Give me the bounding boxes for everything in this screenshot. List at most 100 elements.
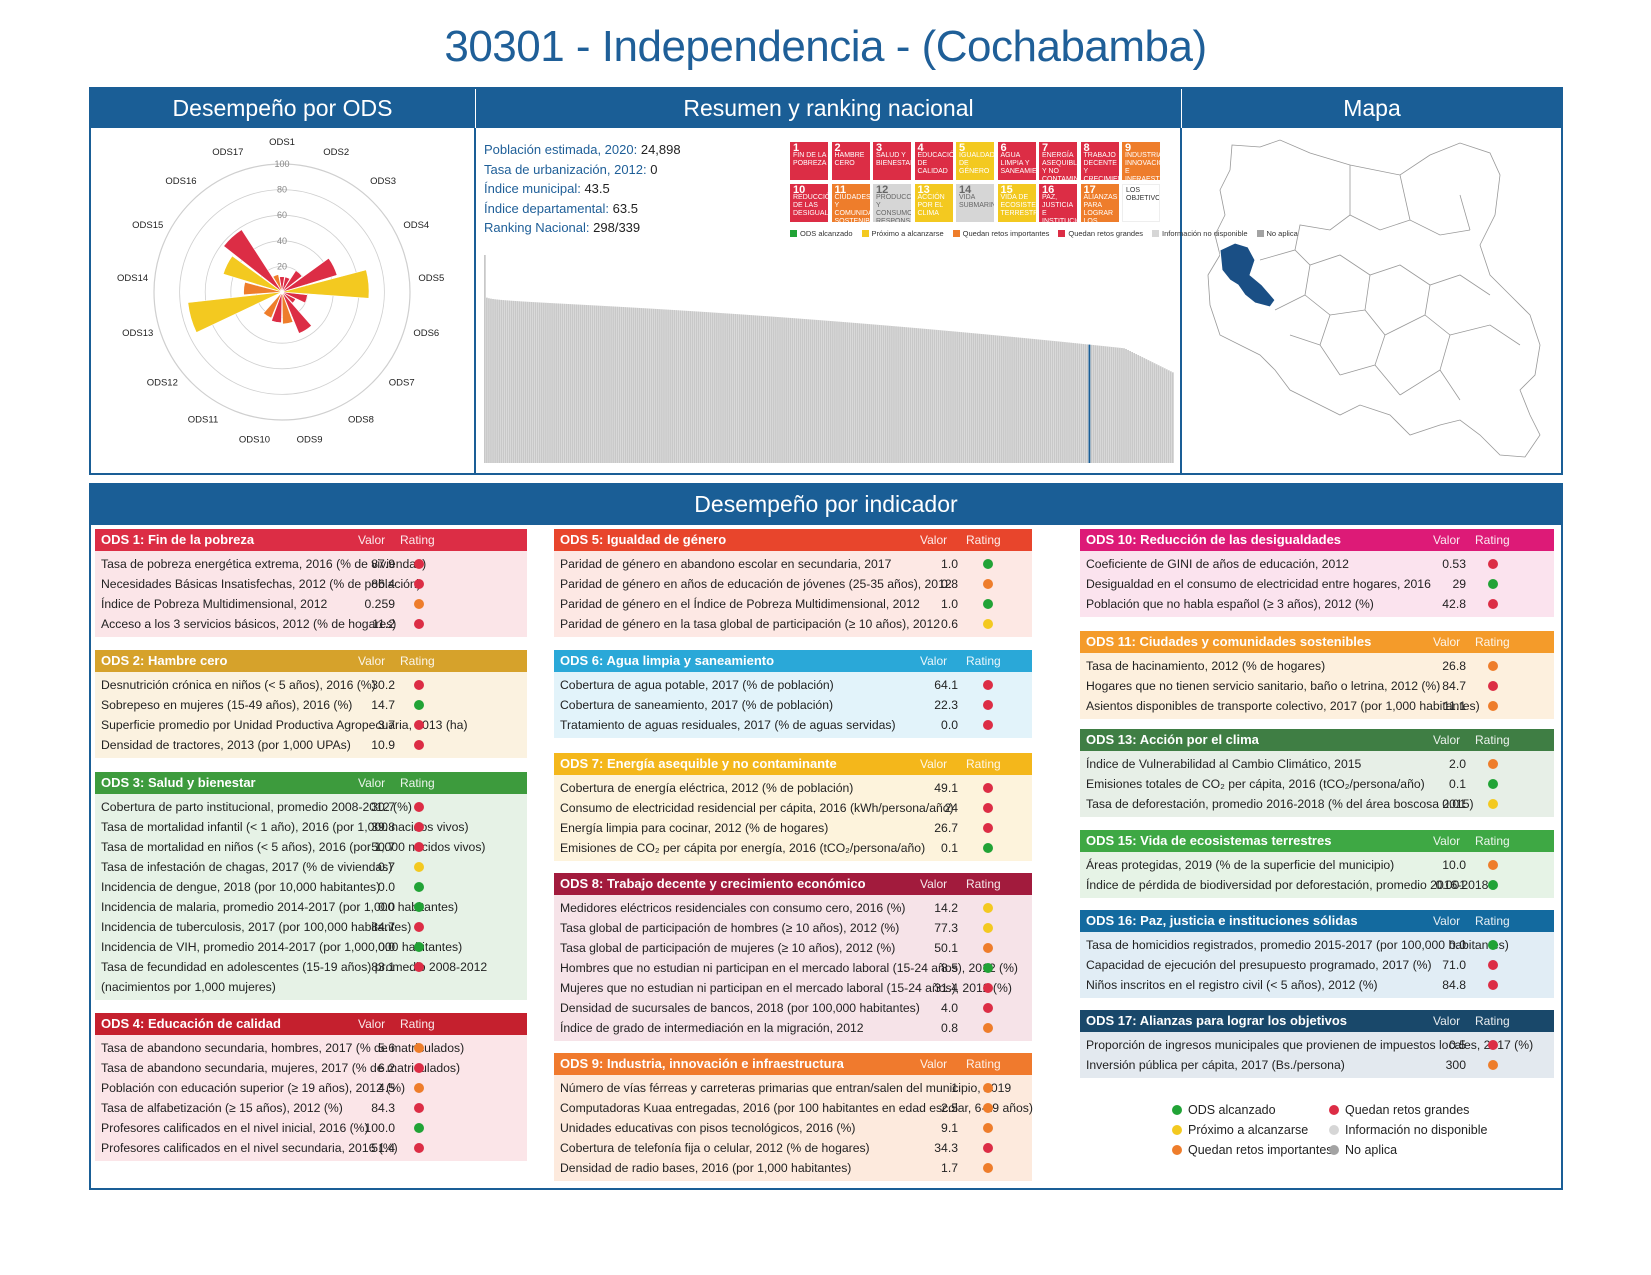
- polar-category-label: ODS4: [403, 220, 429, 231]
- ranking-bar: [779, 317, 781, 463]
- ranking-bar: [964, 332, 967, 463]
- col-header-rating: Rating: [1475, 533, 1510, 547]
- rating-dot-icon: [983, 943, 993, 953]
- ranking-bar: [508, 300, 511, 463]
- indicator-name: Cobertura de parto institucional, promed…: [101, 800, 412, 814]
- polar-ring: [179, 189, 385, 395]
- indicator-name: Índice de Pobreza Multidimensional, 2012: [101, 597, 328, 611]
- ranking-bar: [777, 317, 779, 463]
- indicator-block: ODS 11: Ciudades y comunidades sostenibl…: [1080, 631, 1554, 719]
- ranking-bar: [665, 309, 667, 463]
- ranking-bar: [1013, 337, 1015, 463]
- indicator-value: 86.4: [371, 577, 395, 591]
- ranking-bar: [970, 333, 973, 463]
- ranking-bar: [691, 311, 694, 463]
- sdg-tile-10: 10REDUCCIÓN DE LAS DESIGUALDADES: [790, 184, 828, 222]
- rating-dot-icon: [414, 599, 424, 609]
- polar-category-label: ODS15: [132, 220, 163, 231]
- ranking-bar: [1159, 366, 1162, 463]
- rating-dot-icon: [414, 1083, 424, 1093]
- rating-dot-icon: [983, 923, 993, 933]
- ranking-bar: [616, 306, 619, 463]
- indicator-row: Densidad de sucursales de bancos, 2018 (…: [554, 998, 1032, 1018]
- ranking-bar: [679, 310, 682, 463]
- indicator-row: Sobrepeso en mujeres (15-49 años), 2016 …: [95, 695, 527, 715]
- ranking-bar: [884, 325, 887, 463]
- ranking-bar: [821, 320, 824, 463]
- legend-swatch-icon: [952, 230, 960, 237]
- rating-dot-icon: [414, 579, 424, 589]
- ranking-bar: [1068, 342, 1070, 463]
- ranking-bar: [1167, 370, 1170, 463]
- indicator-block: ODS 4: Educación de calidad Valor Rating Ta…: [95, 1013, 527, 1161]
- indicator-name: Áreas protegidas, 2019 (% de la superfic…: [1086, 858, 1395, 872]
- ranking-bar: [734, 313, 737, 463]
- polar-category-label: ODS2: [323, 147, 349, 158]
- ranking-bar: [1121, 348, 1123, 463]
- ranking-bar: [887, 325, 889, 463]
- ranking-bar: [1108, 346, 1111, 463]
- indicator-block-title: ODS 11: Ciudades y comunidades sostenibl…: [1086, 634, 1372, 649]
- ranking-bar: [695, 311, 698, 463]
- indicator-block-header: ODS 6: Agua limpia y saneamiento Valor Rat…: [554, 650, 1032, 672]
- ranking-bar: [878, 324, 881, 463]
- polar-category-label: ODS7: [389, 377, 415, 388]
- polar-category-label: ODS17: [212, 147, 243, 158]
- ranking-bar: [773, 316, 775, 463]
- indicator-name: Paridad de género en la tasa global de p…: [560, 617, 941, 631]
- ranking-bar: [1066, 342, 1068, 463]
- ranking-bar: [602, 305, 604, 463]
- indicator-block: ODS 9: Industria, innovación e infraestr…: [554, 1053, 1033, 1181]
- indicator-name: Incidencia de dengue, 2018 (por 10,000 h…: [101, 880, 381, 894]
- ranking-bar: [610, 306, 612, 463]
- indicator-block-header: ODS 1: Fin de la pobreza Valor Rating: [95, 529, 527, 551]
- polar-category-label: ODS9: [297, 434, 323, 445]
- ranking-bar: [813, 319, 816, 463]
- indicator-name: Tasa de pobreza energética extrema, 2016…: [101, 557, 427, 571]
- indicator-name: Tasa de homicidios registrados, promedio…: [1086, 938, 1509, 952]
- rating-dot-icon: [414, 740, 424, 750]
- rating-dot-icon: [1488, 940, 1498, 950]
- polar-bar-ods2: [281, 276, 291, 293]
- rating-dot-icon: [414, 802, 424, 812]
- indicator-block-title: ODS 6: Agua limpia y saneamiento: [560, 653, 775, 668]
- ranking-bar: [907, 327, 910, 463]
- ranking-bar: [793, 318, 796, 463]
- indicator-value: 10.0: [1442, 858, 1466, 872]
- summary-stats: Población estimada, 2020: 24,898 Tasa de…: [484, 140, 681, 238]
- ranking-bar: [1080, 343, 1083, 463]
- ranking-bar: [589, 305, 592, 463]
- sdg-tile-2: 2 HAMBRE CERO: [831, 142, 870, 180]
- col-header-valor: Valor: [1433, 1014, 1461, 1028]
- ranking-bar-highlight: [1088, 344, 1091, 463]
- ranking-bar: [1025, 338, 1028, 463]
- indicator-row: Niños inscritos en el registro civil (< …: [1080, 975, 1554, 995]
- ranking-bar: [915, 328, 918, 463]
- rating-dot-icon: [414, 842, 424, 852]
- rating-legend-item: No aplica: [1329, 1140, 1397, 1160]
- ranking-bar: [834, 321, 836, 463]
- ranking-bar: [502, 300, 505, 463]
- tile-legend-item: Quedan retos importantes: [952, 229, 1049, 238]
- indicator-value: 42.8: [1442, 597, 1466, 611]
- rating-dot-icon: [414, 822, 424, 832]
- sdg-tile-number: 4: [917, 142, 924, 154]
- ranking-bar: [1076, 343, 1079, 463]
- col-header-rating: Rating: [966, 533, 1001, 547]
- indicator-value: 0.001: [1435, 878, 1467, 892]
- ranking-bar: [1129, 350, 1131, 463]
- indicator-value: 84.8: [1442, 978, 1466, 992]
- ranking-bar: [1123, 348, 1125, 463]
- rating-dot-icon: [414, 1143, 424, 1153]
- ranking-bar: [532, 302, 535, 463]
- col-header-rating: Rating: [1475, 1014, 1510, 1028]
- indicator-block: ODS 3: Salud y bienestar Valor Rating Cober…: [95, 772, 527, 1000]
- ranking-bar: [667, 309, 669, 463]
- indicator-block-title: ODS 13: Acción por el clima: [1086, 732, 1259, 747]
- polar-category-label: ODS6: [413, 328, 439, 339]
- polar-bar-ods10: [271, 291, 283, 324]
- indicator-block: ODS 16: Paz, justicia e instituciones só…: [1080, 910, 1554, 998]
- indicator-name: Paridad de género en el Índice de Pobrez…: [560, 597, 920, 611]
- rating-legend-label: Información no disponible: [1345, 1123, 1488, 1137]
